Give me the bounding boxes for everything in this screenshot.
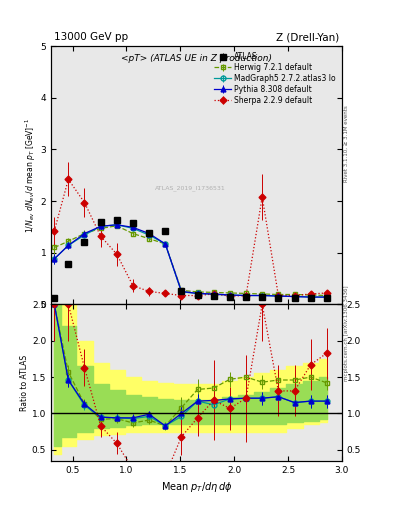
X-axis label: Mean $p_T/d\eta\,d\phi$: Mean $p_T/d\eta\,d\phi$ bbox=[161, 480, 232, 494]
Text: Rivet 3.1.10, ≥ 3.1M events: Rivet 3.1.10, ≥ 3.1M events bbox=[344, 105, 349, 182]
Text: <pT> (ATLAS UE in Z production): <pT> (ATLAS UE in Z production) bbox=[121, 54, 272, 63]
Legend: ATLAS, Herwig 7.2.1 default, MadGraph5 2.7.2.atlas3 lo, Pythia 8.308 default, Sh: ATLAS, Herwig 7.2.1 default, MadGraph5 2… bbox=[212, 50, 338, 107]
Text: Z (Drell-Yan): Z (Drell-Yan) bbox=[276, 32, 339, 42]
Text: 13000 GeV pp: 13000 GeV pp bbox=[54, 32, 128, 42]
Y-axis label: Ratio to ATLAS: Ratio to ATLAS bbox=[20, 354, 29, 411]
Text: ATLAS_2019_I1736531: ATLAS_2019_I1736531 bbox=[155, 185, 226, 191]
Y-axis label: $1/N_{ev}$ $dN_{ev}/d$ mean $p_T$ [GeV]$^{-1}$: $1/N_{ev}$ $dN_{ev}/d$ mean $p_T$ [GeV]$… bbox=[23, 118, 38, 233]
Text: mcplots.cern.ch [arXiv:1306.3436]: mcplots.cern.ch [arXiv:1306.3436] bbox=[344, 285, 349, 380]
